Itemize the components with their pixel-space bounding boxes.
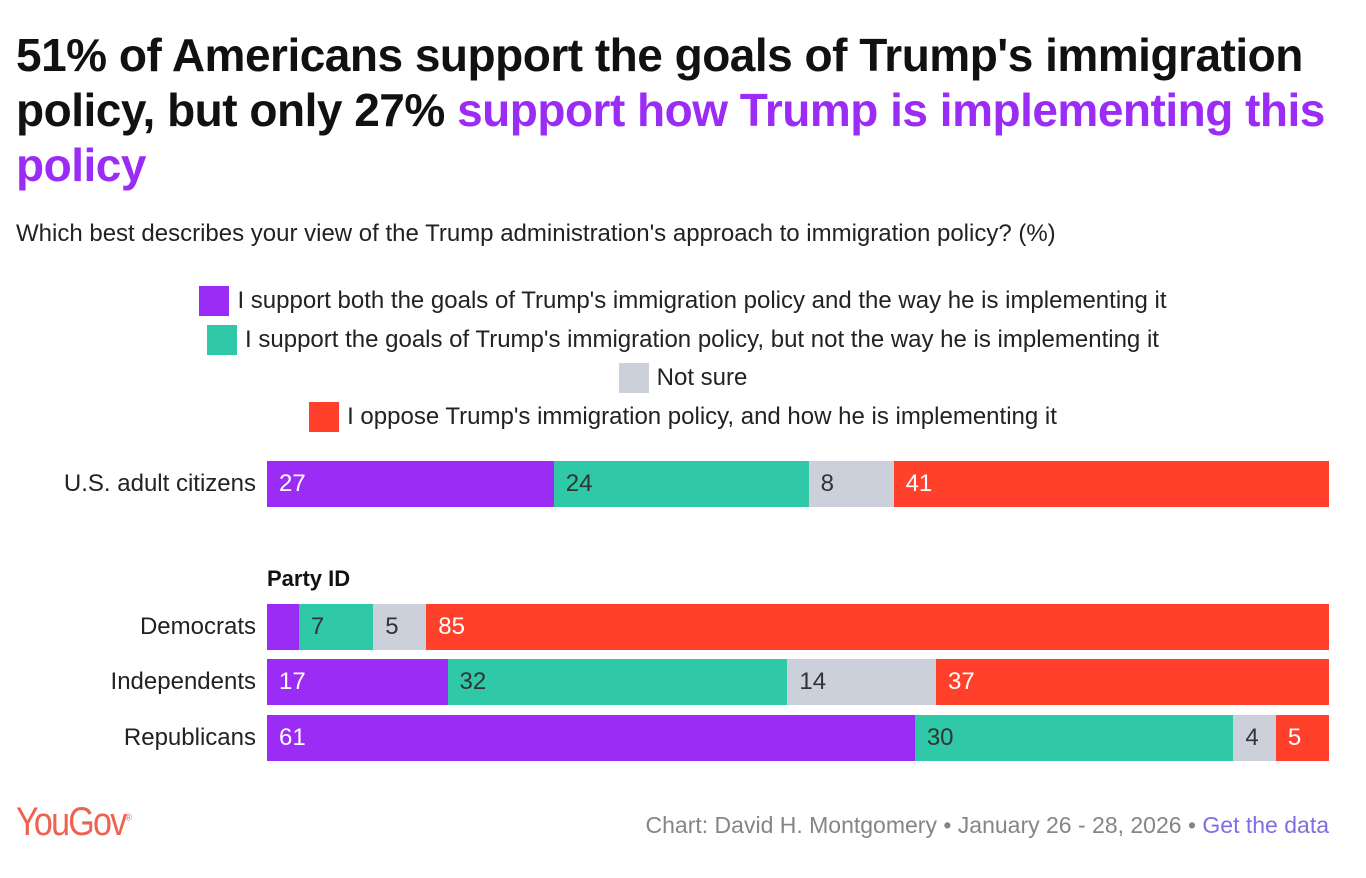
legend-label: Not sure — [656, 364, 748, 392]
bar-segment: 85 — [426, 604, 1329, 650]
bar-segment: 7 — [298, 604, 374, 650]
legend-swatch — [199, 286, 230, 317]
bar-row: 17 32 14 37 — [267, 659, 1329, 705]
chart-subtitle: Which best describes your view of the Tr… — [16, 220, 1056, 247]
category-label: Independents — [110, 668, 256, 695]
bar-row: 27 24 8 41 — [267, 461, 1329, 507]
bar-segment: 5 — [373, 604, 427, 650]
yougov-logo: YouGov® — [16, 800, 132, 844]
bar-segment: 61 — [267, 715, 915, 761]
legend-item: I support both the goals of Trump's immi… — [0, 282, 1366, 321]
chart-title: 51% of Americans support the goals of Tr… — [16, 28, 1336, 193]
data-label: 41 — [905, 470, 933, 497]
data-label: 27 — [279, 470, 306, 497]
bar-segment: 27 — [267, 461, 554, 507]
data-label: 24 — [565, 470, 593, 497]
bar-row: 61 30 4 5 — [267, 715, 1329, 761]
bar-segment: 14 — [787, 659, 937, 705]
footer-credit: Chart: David H. Montgomery • January 26 … — [645, 812, 1203, 838]
data-label: 17 — [279, 668, 306, 695]
logo-text: YouGov — [16, 800, 127, 844]
get-the-data-link[interactable]: Get the data — [1202, 812, 1329, 838]
legend-item: I oppose Trump's immigration policy, and… — [0, 398, 1366, 437]
legend-swatch — [618, 363, 649, 394]
legend-item: I support the goals of Trump's immigrati… — [0, 321, 1366, 360]
bar-segment: 32 — [447, 659, 788, 705]
group-label-party-id: Party ID — [267, 566, 351, 591]
bar-segment: 30 — [914, 715, 1234, 761]
legend-label: I support both the goals of Trump's immi… — [237, 287, 1167, 315]
data-label: 85 — [438, 613, 465, 640]
title-highlight: support how Trump is implementing this p… — [16, 84, 1325, 191]
category-label: U.S. adult citizens — [63, 470, 256, 497]
title-text: 51% of Americans support the goals of Tr… — [16, 29, 1303, 136]
bar-segment: 24 — [553, 461, 809, 507]
legend-swatch — [309, 401, 340, 432]
bar-segment: 41 — [893, 461, 1329, 507]
data-label: 30 — [926, 724, 954, 751]
bar-segment: 8 — [808, 461, 894, 507]
bar-segment: 17 — [267, 659, 448, 705]
data-label: 8 — [820, 470, 834, 497]
bar-segment: 37 — [936, 659, 1329, 705]
legend-label: I support the goals of Trump's immigrati… — [245, 325, 1159, 353]
bar-segment: 4 — [1233, 715, 1276, 761]
category-label: Democrats — [139, 613, 256, 640]
bar-row: 7 5 85 — [267, 604, 1329, 650]
data-label: 37 — [948, 668, 975, 695]
bar-segment: 5 — [1275, 715, 1329, 761]
data-label: 7 — [310, 613, 325, 640]
bar-segment — [267, 604, 299, 650]
legend: I support both the goals of Trump's immi… — [0, 282, 1366, 436]
data-label: 32 — [459, 668, 487, 695]
legend-label: I oppose Trump's immigration policy, and… — [347, 402, 1057, 430]
footer: Chart: David H. Montgomery • January 26 … — [646, 812, 1329, 839]
data-label: 14 — [799, 668, 827, 695]
data-label: 5 — [1287, 724, 1302, 751]
data-label: 4 — [1245, 724, 1259, 751]
category-label: Republicans — [123, 724, 256, 751]
data-label: 5 — [385, 613, 399, 640]
legend-swatch — [207, 324, 238, 355]
legend-item: Not sure — [0, 359, 1366, 398]
data-label: 61 — [279, 724, 306, 751]
